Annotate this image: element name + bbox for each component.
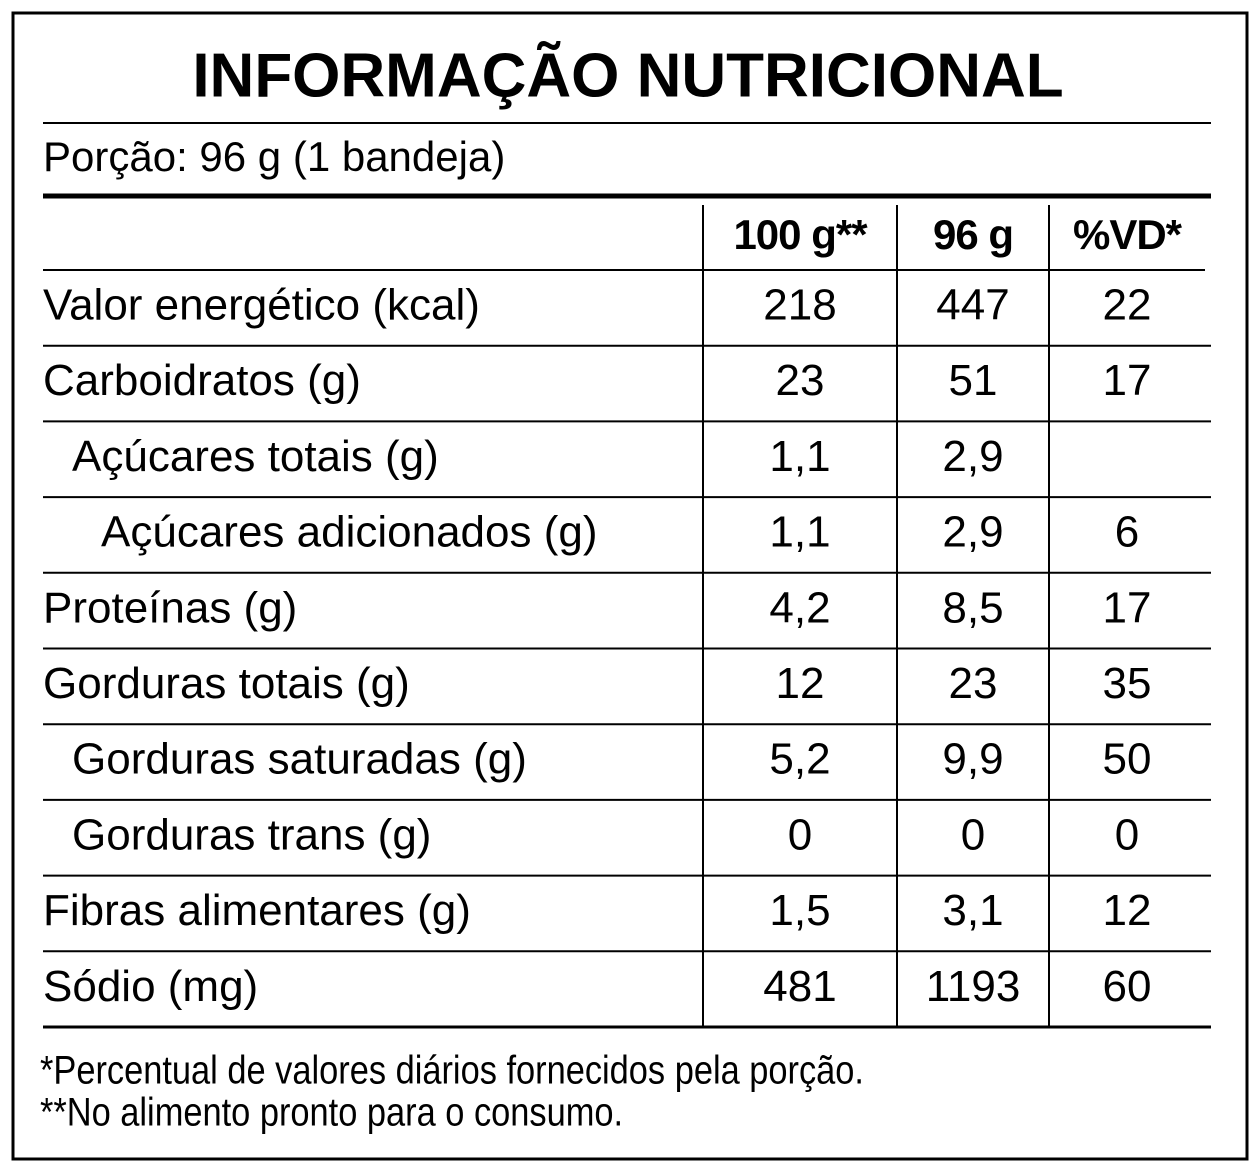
footnote: **No alimento pronto para o consumo.	[40, 1089, 623, 1134]
cell-value: 8,5	[942, 583, 1003, 632]
cell-value: 60	[1103, 962, 1152, 1011]
cell-value: 2,9	[942, 432, 1003, 481]
border	[11, 11, 1249, 1161]
row-label: Gorduras saturadas (g)	[72, 735, 527, 784]
row-label: Sódio (mg)	[43, 962, 258, 1011]
cell-value: 481	[763, 962, 836, 1011]
cell-value: 9,9	[942, 735, 1003, 784]
cell-value: 23	[776, 356, 825, 405]
row-label: Proteínas (g)	[43, 583, 297, 632]
row-label: Carboidratos (g)	[43, 356, 361, 405]
cell-value: 2,9	[942, 508, 1003, 557]
cell-value: 218	[763, 280, 836, 329]
cell-value: 4,2	[769, 583, 830, 632]
cell-value: 17	[1103, 356, 1152, 405]
footnote: *Percentual de valores diários fornecido…	[40, 1047, 864, 1092]
title: INFORMAÇÃO NUTRICIONAL	[192, 41, 1063, 110]
cell-value: 22	[1103, 280, 1152, 329]
cell-value: 3,1	[942, 886, 1003, 935]
cell-value: 17	[1103, 583, 1152, 632]
cell-value: 23	[949, 659, 998, 708]
cell-value: 51	[949, 356, 998, 405]
cell-value: 6	[1115, 508, 1139, 557]
row-label: Gorduras totais (g)	[43, 659, 410, 708]
column-header: 96 g	[933, 211, 1013, 258]
row-label: Açúcares adicionados (g)	[101, 508, 597, 557]
cell-value: 1,1	[769, 508, 830, 557]
cell-value: 447	[936, 280, 1009, 329]
row-label: Valor energético (kcal)	[43, 280, 480, 329]
cell-value: 12	[1103, 886, 1152, 935]
cell-value: 50	[1103, 735, 1152, 784]
cell-value: 0	[788, 810, 812, 859]
column-header: %VD*	[1073, 211, 1183, 258]
cell-value: 1,1	[769, 432, 830, 481]
cell-value: 1193	[926, 962, 1021, 1011]
cell-value: 12	[776, 659, 825, 708]
serving: Porção: 96 g (1 bandeja)	[43, 133, 505, 180]
cell-value: 1,5	[769, 886, 830, 935]
cell-value: 0	[1115, 810, 1139, 859]
cell-value: 0	[961, 810, 985, 859]
column-header: 100 g**	[733, 211, 868, 258]
cell-value: 35	[1103, 659, 1152, 708]
row-label: Açúcares totais (g)	[72, 432, 439, 481]
row-label: Gorduras trans (g)	[72, 810, 431, 859]
cell-value: 5,2	[769, 735, 830, 784]
row-label: Fibras alimentares (g)	[43, 886, 471, 935]
